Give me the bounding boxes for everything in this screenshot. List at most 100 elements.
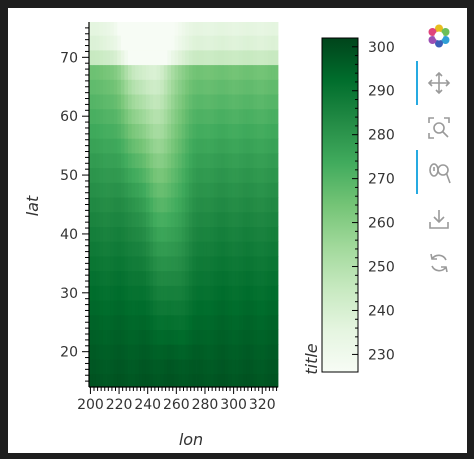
- heatmap-cell: [106, 211, 111, 227]
- heatmap-cell: [267, 241, 272, 257]
- heatmap-cell: [124, 64, 129, 80]
- heatmap-cell: [145, 359, 150, 375]
- heatmap-cell: [178, 256, 183, 272]
- heatmap-cell: [256, 167, 261, 183]
- heatmap-cell: [256, 152, 261, 169]
- heatmap-cell: [156, 285, 161, 301]
- heatmap-cell: [231, 94, 236, 110]
- y-tick-label: 30: [60, 286, 78, 302]
- heatmap-cell: [196, 22, 201, 36]
- heatmap-cell: [192, 79, 197, 95]
- heatmap-cell: [131, 35, 136, 51]
- heatmap-cell: [246, 329, 251, 345]
- heatmap-cell: [213, 22, 218, 36]
- heatmap-cell: [188, 373, 193, 388]
- heatmap-cell: [153, 64, 158, 80]
- heatmap-cell: [271, 167, 276, 183]
- heatmap-cell: [153, 329, 158, 345]
- heatmap-cell: [149, 226, 154, 242]
- heatmap-cell: [128, 344, 132, 360]
- heatmap-cell: [271, 64, 276, 80]
- heatmap-cell: [145, 270, 150, 286]
- heatmap-cell: [92, 373, 97, 388]
- heatmap-cell: [213, 138, 218, 154]
- heatmap-cell: [224, 49, 229, 66]
- heatmap-cell: [95, 329, 100, 345]
- heatmap-cell: [274, 94, 279, 110]
- heatmap-cell: [185, 152, 190, 169]
- heatmap-cell: [149, 373, 154, 388]
- heatmap-cell: [167, 79, 172, 95]
- heatmap-cell: [185, 300, 190, 316]
- heatmap-cell: [228, 182, 233, 198]
- heatmap-cell: [153, 285, 158, 301]
- heatmap-cell: [153, 270, 158, 286]
- box-zoom-icon[interactable]: [427, 116, 451, 140]
- heatmap-cell: [221, 359, 226, 375]
- heatmap-cell: [264, 152, 269, 169]
- heatmap-cell: [92, 300, 97, 316]
- heatmap-cell: [128, 241, 132, 257]
- heatmap-cell: [206, 108, 211, 124]
- x-tick-label: 200: [77, 397, 104, 413]
- heatmap-cell: [142, 226, 147, 242]
- heatmap-cell: [203, 22, 208, 36]
- heatmap-cell: [210, 138, 215, 154]
- save-icon[interactable]: [427, 207, 451, 231]
- colorbar-tick-label: 260: [368, 216, 395, 232]
- heatmap-cell: [102, 373, 107, 388]
- heatmap-cell: [153, 123, 158, 139]
- heatmap-cell: [213, 241, 218, 257]
- wheel-zoom-icon[interactable]: [427, 161, 451, 185]
- heatmap-cell: [92, 35, 97, 51]
- heatmap-cell: [156, 344, 161, 360]
- heatmap-cell: [167, 49, 172, 66]
- heatmap-cell: [149, 167, 154, 183]
- heatmap-cell: [178, 108, 183, 124]
- heatmap-cell: [174, 226, 179, 242]
- heatmap-cell: [131, 211, 136, 227]
- heatmap-cell: [199, 64, 204, 80]
- heatmap-cell: [149, 270, 154, 286]
- heatmap-cell: [260, 167, 265, 183]
- heatmap-cell: [117, 211, 122, 227]
- heatmap-cell: [210, 314, 215, 331]
- heatmap-cell: [181, 211, 186, 227]
- heatmap-cell: [203, 182, 208, 198]
- heatmap-cell: [242, 79, 247, 95]
- heatmap-cell: [174, 108, 179, 124]
- heatmap-cell: [271, 329, 276, 345]
- heatmap-cell: [203, 94, 208, 110]
- heatmap-cell: [242, 138, 247, 154]
- heatmap-cell: [256, 211, 261, 227]
- heatmap-cell: [95, 314, 100, 331]
- heatmap-cell: [231, 49, 236, 66]
- heatmap-cell: [110, 226, 115, 242]
- heatmap-cell: [246, 314, 251, 331]
- heatmap-cell: [89, 373, 93, 388]
- heatmap-cell: [210, 197, 215, 213]
- heatmap-cell: [256, 226, 261, 242]
- pan-icon[interactable]: [427, 71, 451, 95]
- heatmap-cell: [131, 359, 136, 375]
- heatmap-cell: [106, 241, 111, 257]
- heatmap-cell: [113, 197, 118, 213]
- heatmap-cell: [174, 197, 179, 213]
- heatmap-cell: [138, 300, 143, 316]
- heatmap-cell: [178, 49, 183, 66]
- heatmap-cell: [274, 197, 279, 213]
- heatmap-cell: [106, 108, 111, 124]
- reset-icon[interactable]: [427, 251, 451, 275]
- heatmap-cell: [117, 329, 122, 345]
- heatmap-cell: [131, 182, 136, 198]
- heatmap-cell: [160, 94, 165, 110]
- heatmap-cell: [228, 226, 233, 242]
- bokeh-logo[interactable]: [427, 24, 451, 48]
- heatmap-cell: [224, 152, 229, 169]
- heatmap-cell: [192, 329, 197, 345]
- heatmap-cell: [185, 79, 190, 95]
- heatmap-cell: [181, 285, 186, 301]
- heatmap-cell: [238, 373, 243, 388]
- heatmap-cell: [246, 270, 251, 286]
